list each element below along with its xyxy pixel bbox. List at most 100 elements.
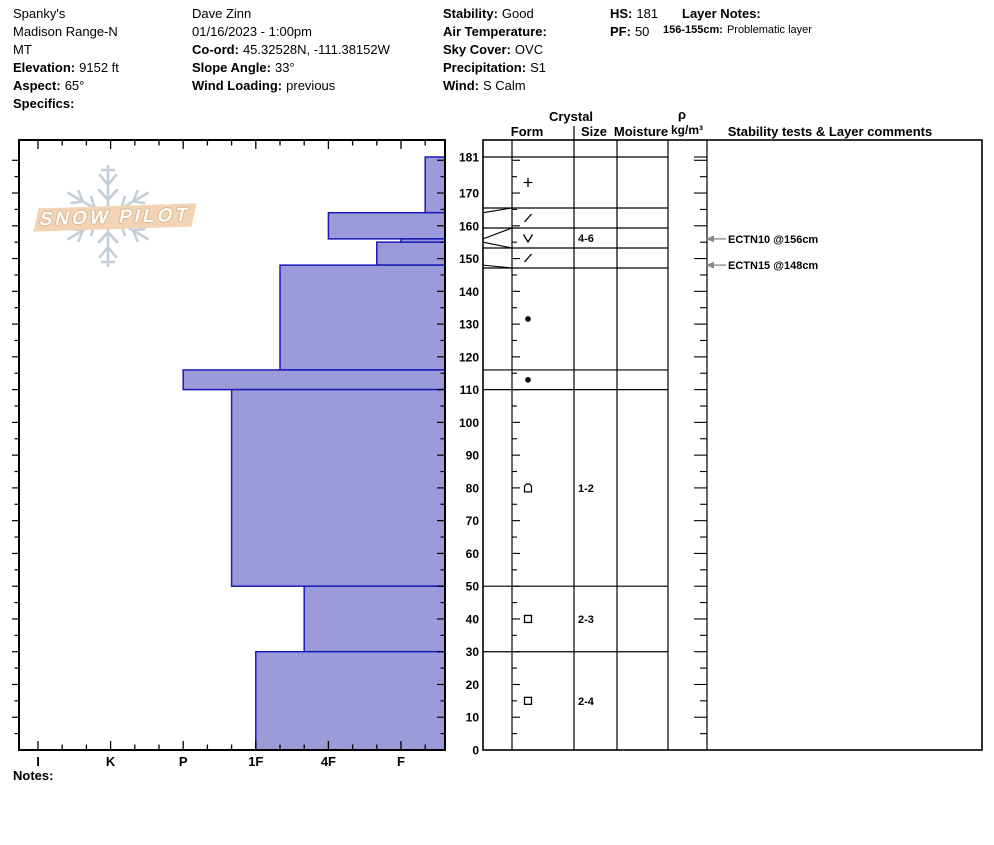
pf-value: 50	[634, 24, 650, 39]
layer-note-1-text: Problematic layer	[726, 24, 812, 36]
coord-label: Co-ord:	[192, 42, 239, 57]
elevation-label: Elevation:	[13, 60, 76, 75]
density-units-header: kg/m³	[671, 123, 703, 137]
hardness-label: K	[106, 754, 116, 769]
depth-label: 181	[459, 151, 479, 165]
depth-label: 20	[466, 678, 480, 692]
wind-loading-value: previous	[286, 78, 336, 93]
test-arrow-icon	[706, 235, 714, 243]
depth-label: 50	[466, 580, 480, 594]
layer-notes-label: Layer Notes:	[682, 6, 761, 21]
hardness-bar	[279, 264, 446, 371]
coord-value: 45.32528N, -111.38152W	[242, 42, 390, 57]
panel-layer-lines	[483, 156, 668, 653]
precipitation-particles-icon	[523, 178, 533, 187]
depth-label: 120	[459, 350, 479, 364]
density-header: ρ	[678, 107, 686, 122]
depth-label: 80	[466, 481, 480, 495]
hardness-label: 4F	[321, 754, 336, 769]
header-hs-pf-block: HS: 181 PF: 50	[610, 5, 658, 41]
depth-label: 30	[466, 645, 480, 659]
depth-axis-labels: 1811701601501401301201101009080706050403…	[459, 151, 479, 758]
size-header: Size	[581, 124, 607, 139]
depth-ticks	[12, 159, 445, 735]
aspect-label: Aspect:	[13, 78, 61, 93]
facets-icon	[523, 614, 533, 624]
elevation-value: 9152 ft	[79, 60, 119, 75]
form-header: Form	[511, 124, 544, 139]
depth-label: 10	[466, 711, 480, 725]
density-column-ticks	[694, 156, 707, 735]
header-layer-notes-block: Layer Notes:	[682, 5, 761, 23]
depth-label: 130	[459, 318, 479, 332]
facets-icon	[523, 696, 533, 706]
slope-angle-label: Slope Angle:	[192, 60, 271, 75]
grain-size: 2-4	[578, 696, 595, 708]
depth-label: 0	[472, 744, 479, 758]
grain-forms: 4-6 1-2 2-3 2-4	[522, 178, 595, 708]
header-observer-block: Dave Zinn 01/16/2023 - 1:00pm Co-ord: 45.…	[192, 5, 390, 95]
moisture-header: Moisture	[614, 124, 668, 139]
depth-label: 150	[459, 252, 479, 266]
wind-value: S Calm	[482, 78, 526, 93]
state-name: MT	[13, 42, 32, 57]
stability-tests: ECTN10 @156cm ECTN15 @148cm	[706, 234, 818, 272]
header-location-block: Spanky's Madison Range-N MT Elevation: 91…	[13, 5, 119, 113]
wind-label: Wind:	[443, 78, 479, 93]
depth-label: 40	[466, 612, 480, 626]
panel-headers: Crystal Form Size Moisture ρkg/m³ Stability t…	[511, 107, 932, 139]
aspect-value: 65°	[64, 78, 85, 93]
depth-label: 70	[466, 514, 480, 528]
sky-cover-value: OVC	[514, 42, 544, 57]
depth-label: 100	[459, 416, 479, 430]
precipitation-value: S1	[530, 60, 546, 75]
precipitation-label: Precipitation:	[443, 60, 527, 75]
surface-hoar-icon	[522, 234, 534, 244]
slope-angle-value: 33°	[274, 60, 295, 75]
layer-note-1-range: 156-155cm:	[663, 24, 723, 36]
sky-cover-label: Sky Cover:	[443, 42, 511, 57]
hardness-label: I	[36, 754, 40, 769]
depth-label: 60	[466, 547, 480, 561]
hardness-label: 1F	[248, 754, 263, 769]
hardness-label: P	[179, 754, 188, 769]
air-temp-label: Air Temperature:	[443, 24, 547, 39]
rounded-grains-icon	[525, 316, 531, 322]
depth-label: 160	[459, 219, 479, 233]
observation-datetime: 01/16/2023 - 1:00pm	[192, 24, 312, 39]
hardness-label: F	[397, 754, 405, 769]
hardness-axis-labels: I K P 1F 4F F	[36, 754, 405, 769]
decomposing-fragments-icon	[524, 213, 532, 223]
hardness-bar	[303, 585, 446, 653]
hardness-bars	[182, 156, 446, 751]
layer-panel	[482, 126, 983, 751]
hardness-bar	[255, 650, 446, 751]
grain-size: 4-6	[578, 233, 594, 245]
range-name: Madison Range-N	[13, 24, 118, 39]
hardness-bar	[327, 211, 446, 240]
depth-label: 140	[459, 285, 479, 299]
hs-value: 181	[636, 6, 659, 21]
grain-size: 2-3	[578, 614, 594, 626]
layer-note-1: 156-155cm: Problematic layer	[663, 24, 812, 36]
pf-label: PF:	[610, 24, 631, 39]
thin-layer-connectors	[482, 207, 513, 269]
hardness-bar	[230, 388, 446, 587]
form-column-ticks	[512, 159, 520, 735]
grain-size: 1-2	[578, 483, 594, 495]
depth-label: 90	[466, 449, 480, 463]
depth-label: 170	[459, 187, 479, 201]
crystal-header: Crystal	[549, 109, 593, 124]
specifics-label: Specifics:	[13, 96, 75, 111]
stability-value: Good	[501, 6, 534, 21]
stability-test-label: ECTN10 @156cm	[728, 234, 818, 246]
stability-header: Stability tests & Layer comments	[728, 124, 932, 139]
stability-test-label: ECTN15 @148cm	[728, 260, 818, 272]
observer-name: Dave Zinn	[192, 6, 252, 21]
depth-label: 110	[460, 383, 480, 397]
test-arrow-icon	[706, 261, 714, 269]
hardness-bar	[376, 241, 446, 266]
hardness-bar	[424, 156, 446, 214]
